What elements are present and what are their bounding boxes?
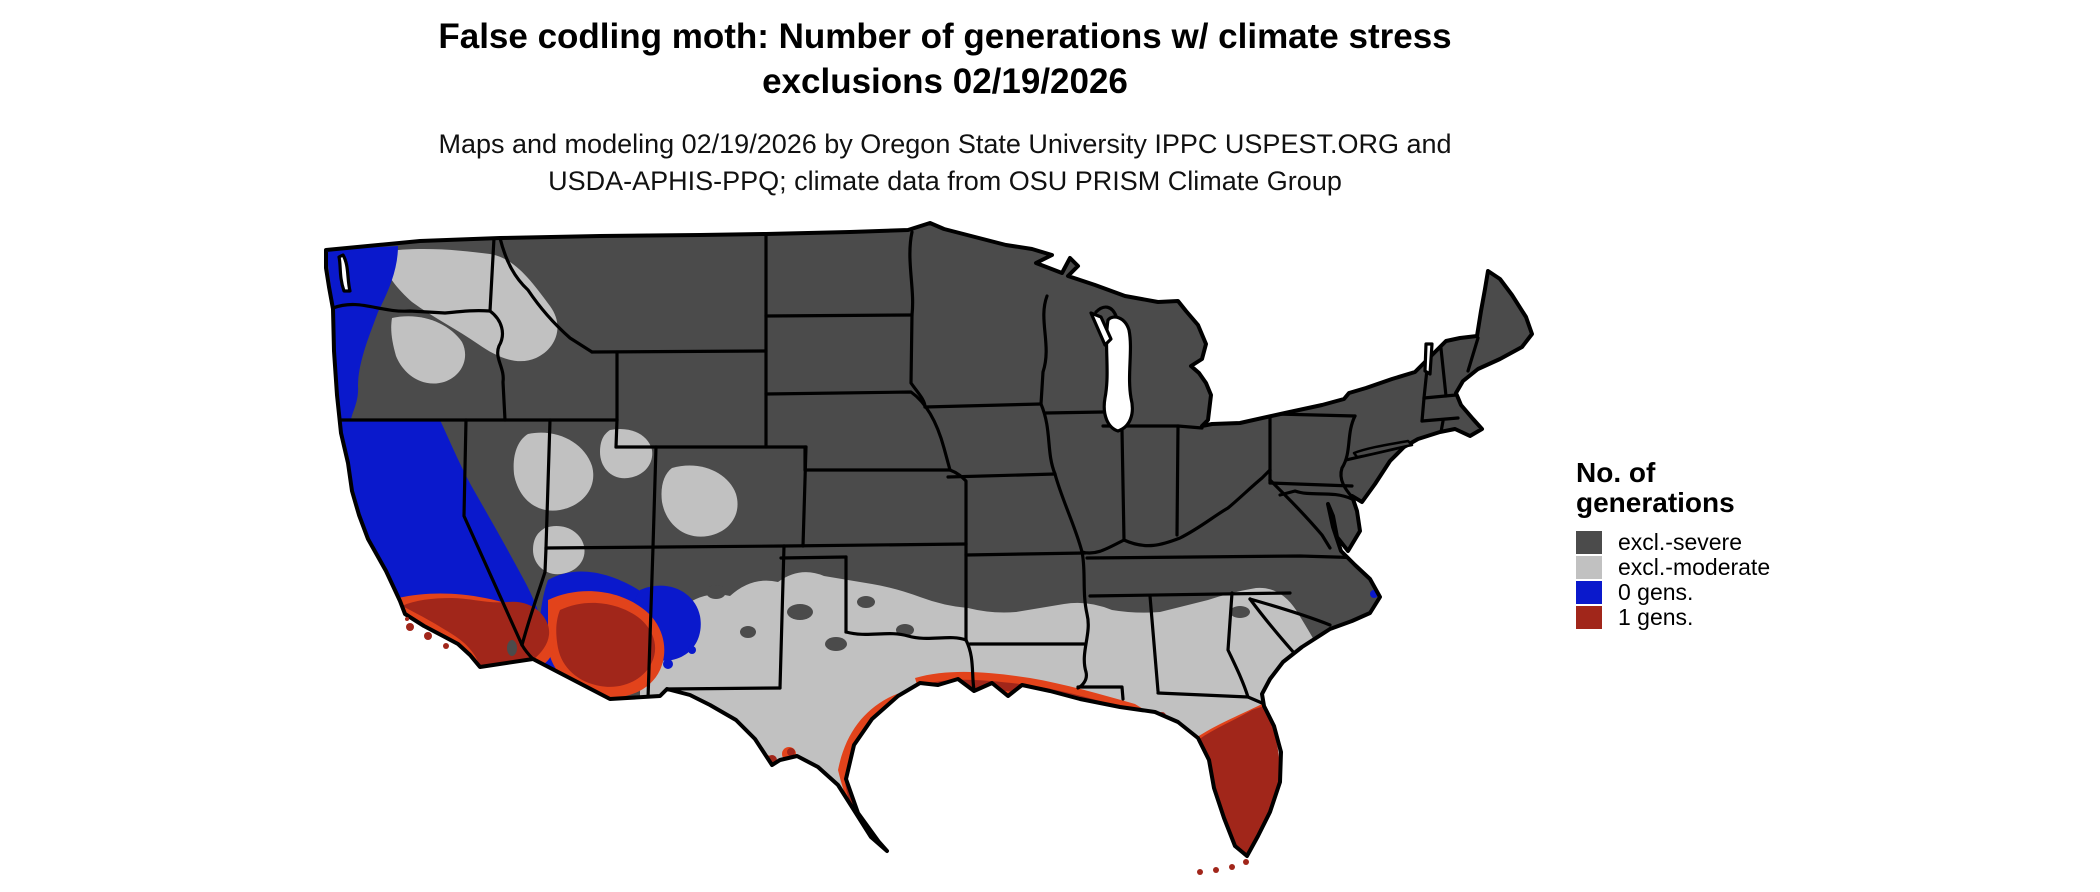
legend-swatch-excl-moderate	[1576, 556, 1602, 579]
green-bay	[1089, 311, 1113, 347]
legend-item-1-gens: 1 gens.	[1576, 604, 1896, 630]
legend-swatch-1-gens	[1576, 606, 1602, 629]
legend: No. of generations excl.-severe excl.-mo…	[1576, 458, 1896, 630]
legend-swatch-0-gens	[1576, 581, 1602, 604]
great-lakes	[337, 253, 1434, 433]
legend-swatch-excl-severe	[1576, 531, 1602, 554]
terrain-speckles	[706, 585, 1250, 651]
lake-michigan	[1102, 315, 1134, 433]
lake-champlain	[1423, 342, 1434, 376]
islands	[1352, 439, 1414, 459]
legend-label-excl-moderate: excl.-moderate	[1618, 554, 1771, 580]
long-island	[1352, 439, 1414, 459]
salton-sea	[507, 640, 517, 656]
header: False codling moth: Number of generation…	[0, 14, 1890, 200]
legend-item-excl-moderate: excl.-moderate	[1576, 554, 1896, 580]
state-borders	[331, 230, 1480, 705]
conus-outline	[324, 221, 1534, 858]
legend-item-0-gens: 0 gens.	[1576, 579, 1896, 605]
channel-islands	[405, 617, 449, 649]
florida-keys	[1197, 859, 1249, 875]
legend-label-1-gens: 1 gens.	[1618, 604, 1694, 630]
map-title: False codling moth: Number of generation…	[438, 17, 1452, 101]
map-subtitle: Maps and modeling 02/19/2026 by Oregon S…	[438, 129, 1452, 196]
puget-sound	[337, 253, 352, 293]
legend-title: No. of generations	[1576, 457, 1735, 518]
legend-label-0-gens: 0 gens.	[1618, 579, 1694, 605]
legend-label-excl-severe: excl.-severe	[1618, 529, 1742, 555]
legend-item-excl-severe: excl.-severe	[1576, 529, 1896, 555]
